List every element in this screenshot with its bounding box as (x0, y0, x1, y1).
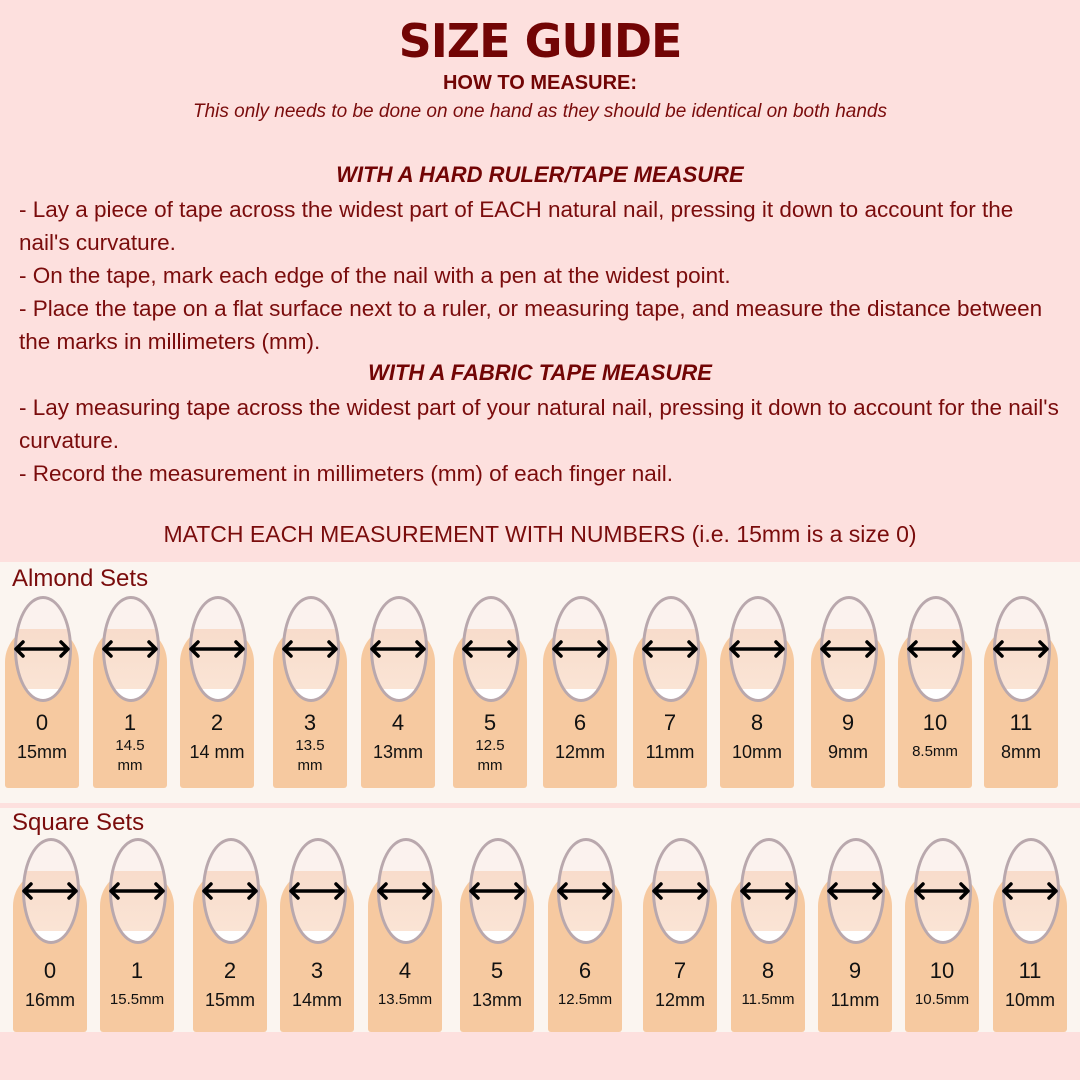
square-sets-label: Square Sets (12, 809, 145, 836)
double-arrow-icon (462, 640, 518, 658)
fabric-step-1: - Lay measuring tape across the widest p… (19, 395, 1059, 453)
double-arrow-icon (993, 640, 1049, 658)
size-mm: 10.5mm (914, 991, 970, 1008)
size-mm: 11.5mm (741, 991, 795, 1008)
size-number: 9 (841, 710, 855, 735)
size-number: 7 (673, 958, 687, 983)
double-arrow-icon (202, 882, 258, 900)
double-arrow-icon (907, 640, 963, 658)
size-number: 3 (303, 710, 317, 735)
size-number: 5 (490, 958, 504, 983)
size-mm: 12.5 mm (475, 737, 505, 774)
size-number: 1 (123, 710, 137, 735)
size-mm: 11mm (645, 742, 695, 762)
size-mm: 15mm (204, 990, 255, 1010)
size-number: 10 (929, 958, 955, 983)
double-arrow-icon (370, 640, 426, 658)
double-arrow-icon (827, 882, 883, 900)
double-arrow-icon (642, 640, 698, 658)
size-mm: 14mm (291, 990, 342, 1010)
match-instruction: MATCH EACH MEASUREMENT WITH NUMBERS (i.e… (163, 521, 917, 547)
almond-sets-panel: Almond Sets 0 15mm 1 14.5 mm 2 14 mm 3 13.5 mm 4… (0, 562, 1080, 803)
size-number: 10 (922, 710, 948, 735)
size-mm: 12mm (654, 990, 705, 1010)
double-arrow-icon (282, 640, 338, 658)
size-number: 3 (310, 958, 324, 983)
size-number: 11 (1018, 958, 1042, 983)
size-number: 11 (1009, 710, 1033, 735)
size-number: 5 (483, 710, 497, 735)
double-arrow-icon (109, 882, 165, 900)
double-arrow-icon (14, 640, 70, 658)
size-mm: 10mm (731, 742, 782, 762)
double-arrow-icon (1002, 882, 1058, 900)
almond-sets-label: Almond Sets (12, 565, 149, 592)
size-mm: 8mm (1001, 742, 1041, 762)
size-number: 9 (848, 958, 862, 983)
double-arrow-icon (377, 882, 433, 900)
size-number: 0 (43, 958, 57, 983)
size-number: 4 (398, 958, 412, 983)
hard-step-3: - Place the tape on a flat surface next … (19, 296, 1043, 354)
size-mm: 15.5mm (109, 991, 165, 1008)
hard-ruler-heading: WITH A HARD RULER/TAPE MEASURE (336, 162, 744, 187)
size-mm: 8.5mm (912, 743, 958, 760)
how-to-heading: HOW TO MEASURE: (442, 72, 638, 94)
size-number: 6 (573, 710, 587, 735)
hard-step-1: - Lay a piece of tape across the widest … (19, 197, 1014, 255)
size-mm: 10mm (1004, 990, 1055, 1010)
size-number: 6 (578, 958, 592, 983)
size-number: 8 (761, 958, 775, 983)
size-mm: 13.5mm (377, 991, 433, 1008)
hard-step-2: - On the tape, mark each edge of the nai… (19, 263, 731, 288)
double-arrow-icon (552, 640, 608, 658)
fabric-step-2: - Record the measurement in millimeters … (19, 461, 673, 486)
size-mm: 14 mm (189, 742, 245, 762)
double-arrow-icon (557, 882, 613, 900)
page-title: SIZE GUIDE (398, 14, 683, 68)
double-arrow-icon (289, 882, 345, 900)
size-mm: 12mm (554, 742, 605, 762)
size-number: 0 (35, 710, 49, 735)
note: This only needs to be done on one hand a… (192, 101, 888, 122)
double-arrow-icon (652, 882, 708, 900)
size-number: 2 (210, 710, 224, 735)
double-arrow-icon (189, 640, 245, 658)
double-arrow-icon (469, 882, 525, 900)
square-sets-panel: Square Sets 0 16mm 1 15.5mm 2 15mm 3 14mm 4 13.5m… (0, 808, 1080, 1032)
size-mm: 14.5 mm (115, 737, 145, 774)
double-arrow-icon (914, 882, 970, 900)
size-mm: 13mm (471, 990, 522, 1010)
fabric-tape-heading: WITH A FABRIC TAPE MEASURE (368, 360, 712, 385)
size-mm: 16mm (24, 990, 75, 1010)
double-arrow-icon (22, 882, 78, 900)
size-mm: 13.5 mm (295, 737, 325, 774)
size-mm: 9mm (828, 742, 868, 762)
size-number: 8 (750, 710, 764, 735)
size-mm: 11mm (830, 990, 880, 1010)
size-mm: 13mm (372, 742, 423, 762)
size-mm: 15mm (16, 742, 67, 762)
size-number: 2 (223, 958, 237, 983)
size-number: 4 (391, 710, 405, 735)
double-arrow-icon (820, 640, 876, 658)
double-arrow-icon (729, 640, 785, 658)
size-number: 1 (130, 958, 144, 983)
size-number: 7 (663, 710, 677, 735)
double-arrow-icon (102, 640, 158, 658)
size-mm: 12.5mm (557, 991, 613, 1008)
double-arrow-icon (740, 882, 796, 900)
